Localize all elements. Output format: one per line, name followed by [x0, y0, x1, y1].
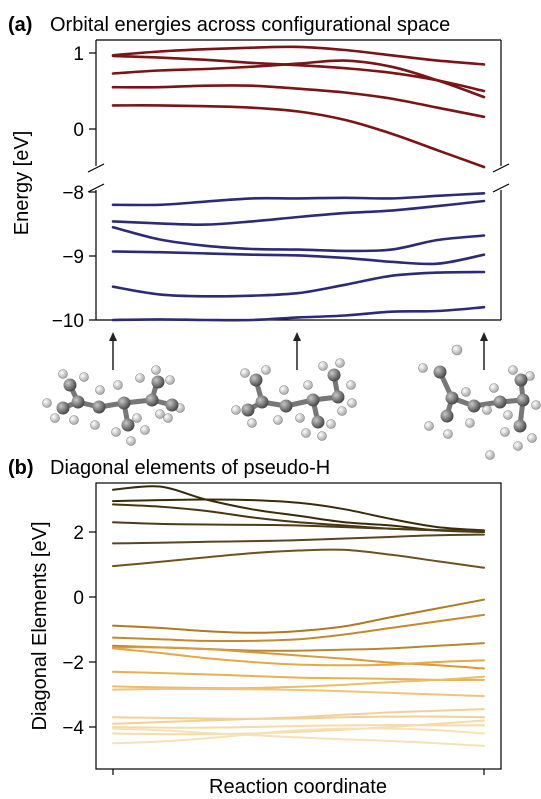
series-line	[112, 727, 485, 745]
panel-a-label: (a)	[8, 14, 32, 36]
series-line	[111, 192, 486, 207]
panel-a-ylabel: Energy [eV]	[11, 131, 33, 236]
panel-b-ylabel: Diagonal Elements [eV]	[29, 521, 51, 730]
panel-a-upper-frame	[95, 39, 502, 166]
series-line	[112, 598, 485, 634]
molecule-start	[42, 365, 185, 446]
series-line	[111, 54, 486, 93]
ytick-label: 0	[73, 120, 84, 141]
series-line	[112, 498, 485, 532]
series-line	[112, 719, 485, 736]
panel-b-series	[112, 485, 485, 747]
molecule-end	[418, 344, 541, 460]
series-line	[111, 45, 486, 66]
axis-break-marks	[87, 163, 510, 193]
series-line	[112, 727, 485, 747]
panel-b-title: Diagonal elements of pseudo-H	[50, 457, 330, 479]
series-line	[111, 84, 486, 119]
arrow-middle	[293, 332, 301, 370]
ytick-label: −9	[62, 247, 84, 268]
series-line	[111, 199, 486, 226]
panel-b-frame	[95, 482, 502, 770]
molecule-middle	[231, 358, 357, 441]
arrow-start	[109, 332, 117, 370]
series-line	[112, 613, 485, 643]
series-line	[112, 646, 485, 670]
series-line	[112, 521, 485, 533]
series-line	[112, 647, 485, 667]
ytick-label: −2	[62, 653, 84, 674]
panel-b-xlabel: Reaction coordinate	[209, 776, 387, 798]
series-line	[112, 533, 485, 545]
panel-b-label: (b)	[8, 457, 34, 479]
series-line	[111, 250, 486, 266]
ytick-label: 2	[73, 523, 84, 544]
ytick-label: 1	[73, 44, 84, 65]
series-line	[111, 305, 486, 322]
series-line	[111, 59, 486, 99]
ytick-label: 0	[73, 588, 84, 609]
panel-a-title: Orbital energies across configurational …	[50, 14, 450, 36]
series-line	[112, 548, 485, 569]
series-line	[112, 708, 485, 725]
arrow-end	[480, 332, 488, 370]
series-line	[111, 225, 486, 253]
series-line	[111, 270, 486, 298]
series-line	[112, 675, 485, 690]
panel-a-upper-ticks: 1 0	[73, 44, 96, 141]
panel-b-yticks: 2 0 −2 −4	[62, 523, 96, 739]
panel-a-lower-series	[111, 192, 486, 322]
configuration-arrows	[109, 332, 488, 370]
series-line	[112, 670, 485, 681]
panel-a-lower-ticks: −8 −9 −10	[52, 183, 96, 332]
series-line	[112, 715, 485, 720]
panel-b-xticks	[112, 769, 485, 775]
ytick-label: −4	[62, 718, 84, 739]
ytick-label: −10	[52, 311, 84, 332]
series-line	[111, 104, 486, 169]
panel-a-upper-series	[111, 45, 486, 169]
ytick-label: −8	[62, 183, 84, 204]
series-line	[112, 687, 485, 698]
